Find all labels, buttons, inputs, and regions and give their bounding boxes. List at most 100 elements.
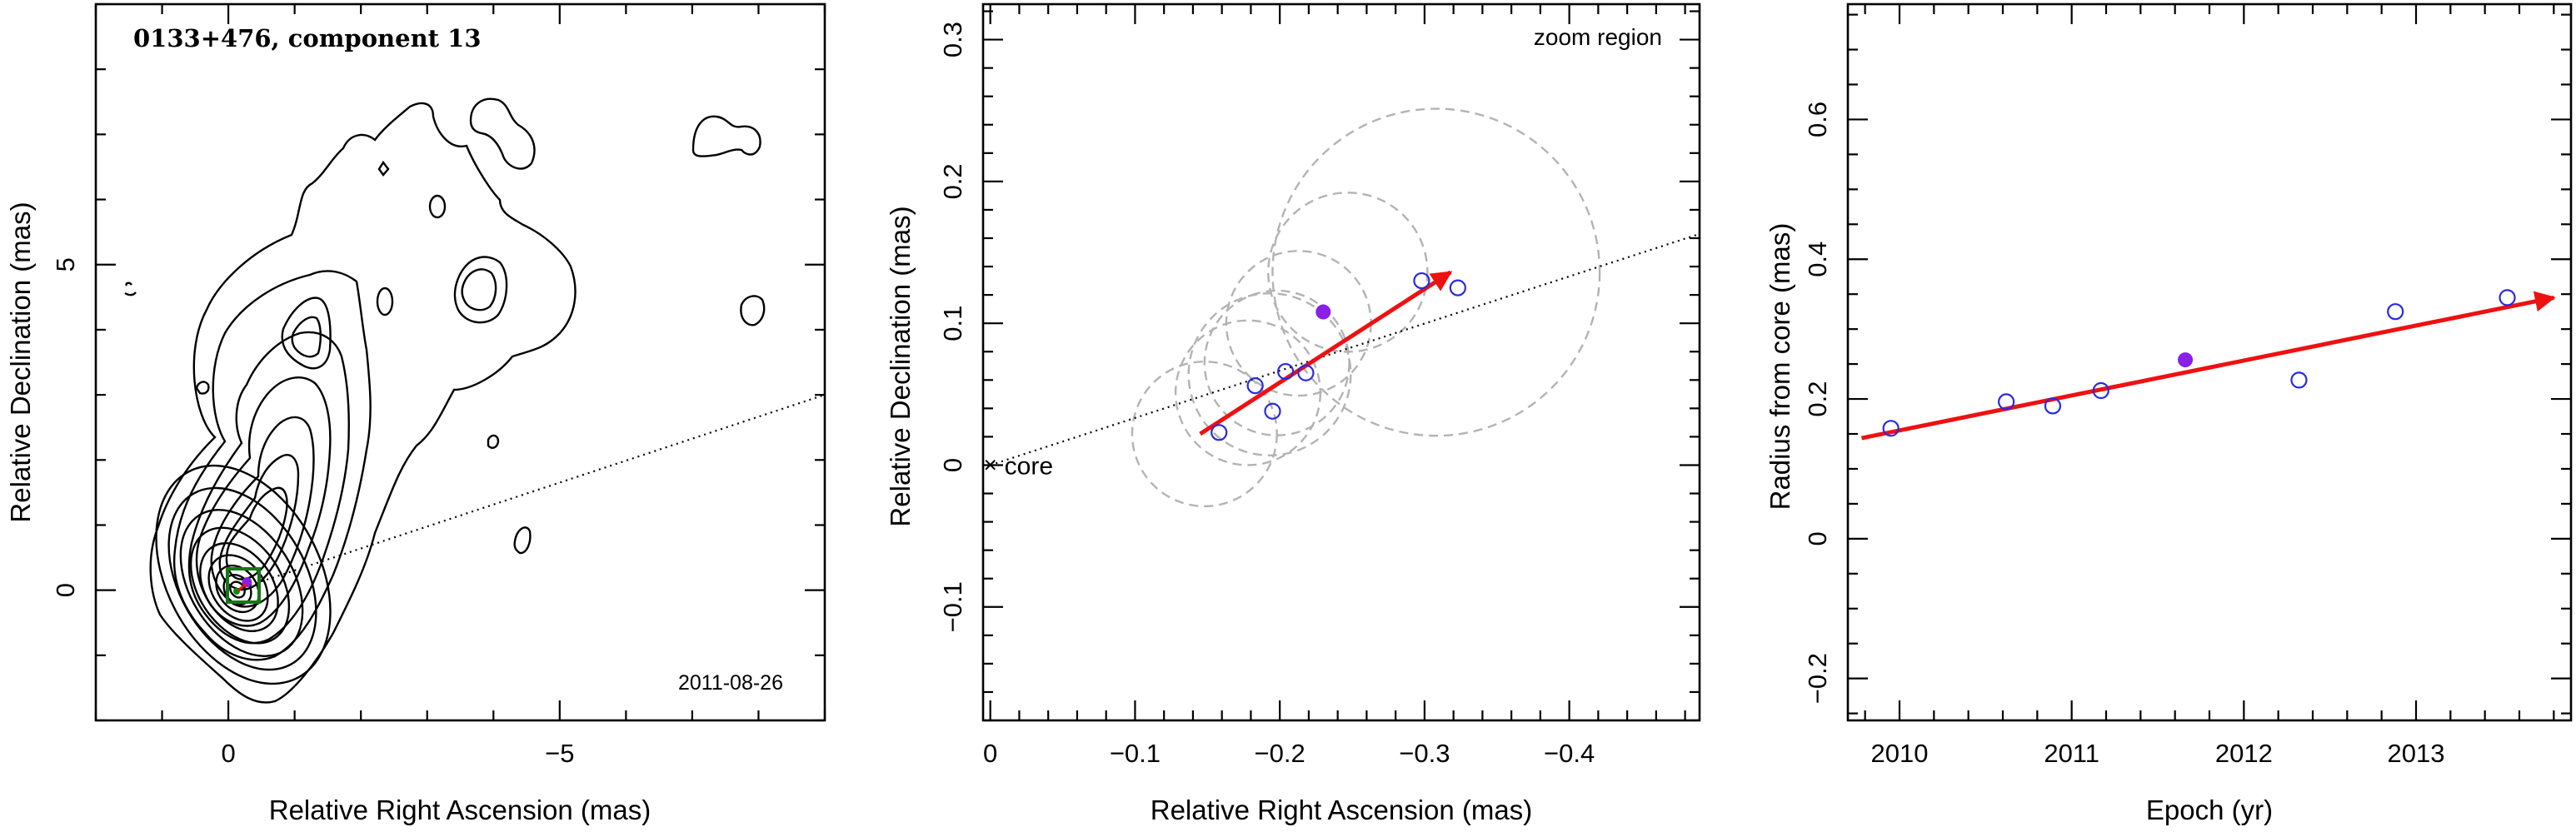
data-point [1246, 376, 1264, 395]
x-tick-label: 2010 [1871, 739, 1929, 768]
y-axis-label: Relative Declination (mas) [885, 206, 916, 526]
axis-ticks: 2010 2011 2012 2013 −0.2 0 0.2 0.4 0.6 [1803, 4, 2571, 768]
radius-points [1882, 289, 2516, 437]
data-point [2092, 381, 2109, 400]
contour [124, 291, 137, 296]
contour [195, 381, 210, 395]
contour [189, 526, 291, 645]
contour [199, 542, 279, 632]
x-tick-label: 2013 [2388, 739, 2445, 768]
y-axis-label: Radius from core (mas) [1765, 223, 1795, 511]
contour-layer [124, 97, 766, 704]
vector-arrow [237, 582, 247, 592]
x-tick-label: −0.3 [1399, 739, 1450, 768]
x-tick-label: −0.1 [1110, 739, 1161, 768]
y-tick-label: 0.1 [938, 306, 967, 341]
data-point [1264, 402, 1281, 420]
data-point [1297, 364, 1315, 381]
y-tick-label: 0.6 [1803, 102, 1832, 137]
data-point [1277, 362, 1295, 381]
uncertainty-circle [1203, 289, 1350, 436]
plot-frame [1846, 2, 2573, 722]
x-axis-label: Relative Right Ascension (mas) [1151, 795, 1533, 825]
data-point [2044, 397, 2062, 415]
contour [215, 564, 260, 614]
contour [377, 160, 390, 177]
data-point [2290, 371, 2308, 389]
contour [281, 296, 332, 370]
zoom-region-box [226, 567, 261, 604]
plot-frame [94, 2, 826, 722]
y-axis-label: Relative Declination (mas) [5, 202, 36, 522]
epoch-label: 2011-08-26 [678, 671, 783, 695]
contour [149, 102, 577, 704]
contour [376, 286, 394, 316]
plot-frame [981, 2, 1701, 722]
y-tick-label: 5 [51, 257, 80, 272]
uncertainty-circle [1174, 319, 1322, 466]
component-positions [1211, 272, 1466, 441]
x-axis-label: Relative Right Ascension (mas) [269, 795, 651, 825]
y-tick-label: 0 [51, 583, 80, 597]
data-point [2499, 289, 2516, 306]
y-tick-label: −0.2 [1803, 653, 1832, 704]
core-label: core [1005, 452, 1053, 480]
y-tick-label: 0.2 [1803, 381, 1832, 416]
data-point [2387, 303, 2404, 321]
y-tick-label: 0.4 [1803, 242, 1832, 277]
y-tick-label: 0.2 [938, 163, 967, 199]
contour [195, 376, 332, 627]
contour [513, 526, 532, 555]
contour [172, 270, 372, 661]
panel-radius-vs-epoch: 2010 2011 2012 2013 −0.2 0 0.2 0.4 0.6 Epoch (yr… [1765, 2, 2573, 825]
uncertainty-circle [1271, 107, 1601, 437]
zoom-region-label: zoom region [1534, 24, 1662, 50]
x-tick-label: −0.4 [1544, 739, 1595, 768]
contour [167, 486, 317, 671]
uncertainty-circle [1131, 360, 1278, 508]
data-point [1211, 424, 1228, 441]
contour [740, 295, 766, 326]
contour [469, 97, 536, 170]
chart-title: 0133+476, component 13 [133, 24, 482, 52]
contour [155, 464, 332, 685]
axis-ticks: 0 −0.1 −0.2 −0.3 −0.4 −0.1 0 0.1 0.2 0.3 [938, 4, 1700, 768]
data-point [1882, 420, 1900, 437]
axis-ticks: 0 −5 0 5 [51, 2, 826, 768]
panel-contour-map: 0 −505 0133+476, component 13 2011-08-26 … [5, 2, 826, 825]
contour [487, 434, 500, 449]
x-tick-label: −5 [545, 739, 574, 768]
contour [125, 281, 132, 286]
contour [187, 331, 350, 645]
uncertainty-circle [1267, 192, 1429, 353]
x-tick-label: 2011 [2044, 739, 2099, 768]
x-tick-label: −0.2 [1255, 739, 1305, 768]
contour [453, 256, 508, 324]
contour [210, 416, 315, 608]
y-tick-label: −0.1 [938, 581, 967, 632]
contour [179, 509, 304, 657]
highlight-point [1315, 304, 1331, 320]
panel-zoom-region: × core 0 −0.1 −0.2 −0.3 −0.4−0.100.10.20.3 z… [885, 2, 1701, 825]
x-tick-label: 0 [221, 739, 235, 768]
fit-line-arrow [1861, 291, 2556, 441]
uncertainty-circles [1131, 107, 1601, 508]
contour [428, 194, 447, 219]
y-tick-label: 0 [1803, 531, 1832, 546]
contour [291, 316, 322, 358]
data-point [1413, 272, 1430, 290]
data-point [1449, 279, 1466, 296]
contour [461, 268, 497, 311]
data-point [1998, 393, 2015, 411]
x-axis-label: Epoch (yr) [2146, 795, 2273, 825]
x-tick-label: 0 [983, 739, 997, 768]
position-angle-line [238, 393, 826, 590]
y-tick-label: 0.3 [938, 22, 967, 57]
x-tick-label: 2012 [2215, 739, 2273, 768]
contour [691, 115, 761, 157]
highlight-point [2178, 352, 2194, 368]
vector-arrow [1199, 270, 1453, 436]
uncertainty-circle [1187, 291, 1352, 456]
y-tick-label: 0 [938, 458, 967, 472]
